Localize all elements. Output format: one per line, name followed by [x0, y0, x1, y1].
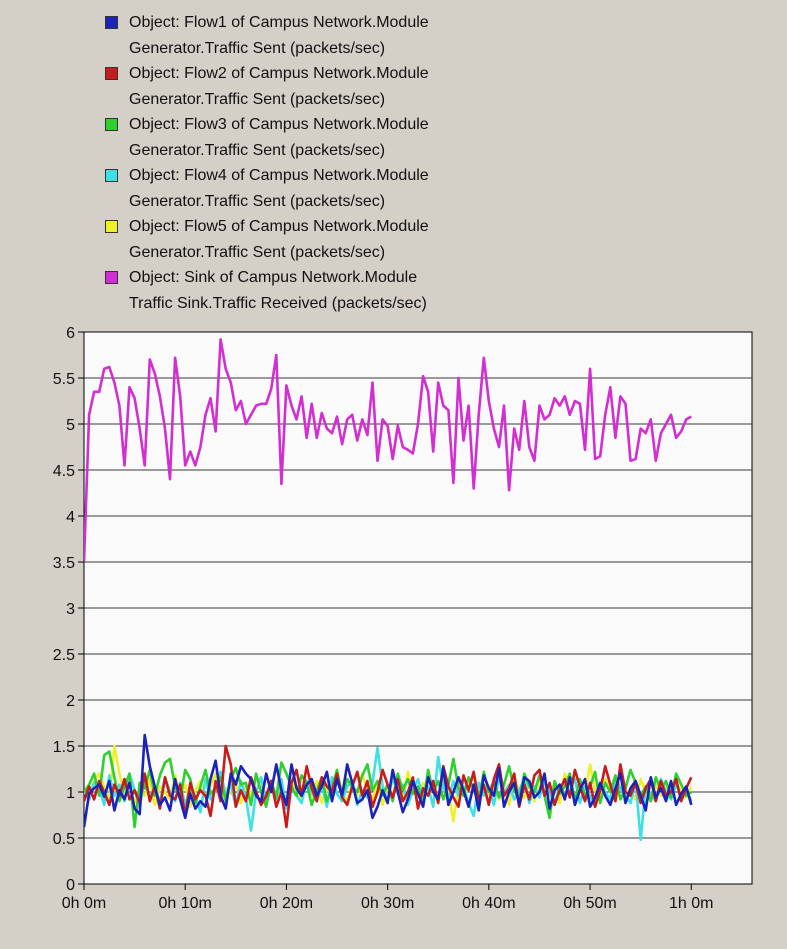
legend-swatch [105, 16, 118, 29]
y-tick-label: 6 [66, 325, 75, 342]
legend-item: Object: Flow5 of Campus Network.Module G… [102, 214, 742, 265]
series-line-1 [84, 733, 693, 828]
legend-swatch [105, 220, 118, 233]
series-line-6 [84, 338, 692, 563]
y-tick-label: 4 [66, 509, 75, 526]
legend-label: Object: Flow1 of Campus Network.Module G… [129, 14, 429, 57]
y-tick-label: 5.5 [53, 371, 75, 388]
x-tick-label: 1h 0m [669, 895, 713, 912]
y-tick-label: 3.5 [53, 555, 75, 572]
legend-label: Object: Flow3 of Campus Network.Module G… [129, 116, 429, 159]
legend-swatch [105, 271, 118, 284]
x-tick-label: 0h 10m [159, 895, 212, 912]
y-tick-label: 3 [66, 601, 75, 618]
x-tick-label: 0h 20m [260, 895, 313, 912]
legend-item: Object: Flow2 of Campus Network.Module G… [102, 61, 742, 112]
legend-item: Object: Flow3 of Campus Network.Module G… [102, 112, 742, 163]
y-tick-label: 2.5 [53, 647, 75, 664]
y-tick-label: 0.5 [53, 831, 75, 848]
x-tick-label: 0h 50m [563, 895, 616, 912]
x-tick-label: 0h 30m [361, 895, 414, 912]
y-tick-label: 4.5 [53, 463, 75, 480]
y-tick-label: 1.5 [53, 739, 75, 756]
y-tick-label: 5 [66, 417, 75, 434]
legend-item: Object: Flow1 of Campus Network.Module G… [102, 10, 742, 61]
legend-label: Object: Sink of Campus Network.Module Tr… [129, 269, 427, 312]
legend-label: Object: Flow5 of Campus Network.Module G… [129, 218, 429, 261]
x-tick-label: 0h 0m [62, 895, 106, 912]
legend-swatch [105, 118, 118, 131]
legend-label: Object: Flow4 of Campus Network.Module G… [129, 167, 429, 210]
legend-swatch [105, 169, 118, 182]
y-tick-label: 1 [66, 785, 75, 802]
legend-item: Object: Sink of Campus Network.Module Tr… [102, 265, 742, 316]
chart-legend: Object: Flow1 of Campus Network.Module G… [102, 10, 742, 316]
legend-swatch [105, 67, 118, 80]
y-tick-label: 2 [66, 693, 75, 710]
y-tick-label: 0 [66, 877, 75, 894]
x-tick-label: 0h 40m [462, 895, 515, 912]
legend-label: Object: Flow2 of Campus Network.Module G… [129, 65, 429, 108]
legend-item: Object: Flow4 of Campus Network.Module G… [102, 163, 742, 214]
